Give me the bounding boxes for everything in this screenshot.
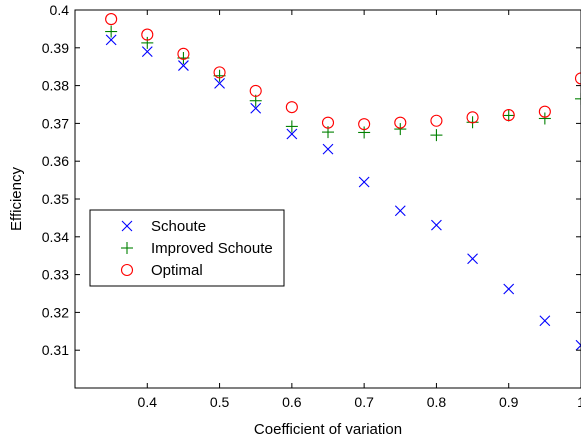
legend-marker (121, 242, 133, 254)
data-point (467, 253, 478, 265)
legend-label: Improved Schoute (151, 240, 273, 257)
series-schoute (105, 34, 581, 351)
x-tick-label: 0.4 (138, 394, 158, 410)
data-point (466, 116, 479, 129)
data-point (214, 77, 225, 89)
data-point (394, 123, 407, 136)
data-point (431, 219, 442, 231)
y-axis-label: Efficiency (8, 167, 25, 231)
data-point (249, 84, 262, 97)
y-tick-label: 0.31 (42, 342, 69, 358)
data-point (250, 102, 262, 114)
y-axis-ticks: 0.31 0.32 0.33 0.34 0.35 0.36 0.37 0.38 0.39 0.4 (42, 2, 581, 358)
data-point (430, 129, 443, 142)
data-point (141, 36, 154, 49)
data-point (321, 116, 335, 129)
data-point (358, 176, 370, 188)
legend: Schoute Improved Schoute Optimal (89, 209, 285, 287)
data-point (575, 339, 581, 351)
y-tick-label: 0.4 (50, 2, 70, 18)
y-tick-label: 0.38 (42, 78, 69, 94)
data-point (177, 47, 190, 60)
y-tick-label: 0.34 (42, 229, 69, 245)
data-point (394, 205, 406, 217)
series-improved-schoute (105, 25, 581, 142)
data-point (539, 315, 551, 327)
data-point (574, 72, 581, 85)
x-tick-label: 0.9 (499, 394, 519, 410)
x-tick-label: 0.8 (427, 394, 447, 410)
data-point (503, 283, 515, 295)
data-point (466, 111, 479, 124)
data-point (141, 28, 154, 41)
data-point (575, 92, 581, 105)
plot-marks (105, 13, 581, 351)
y-tick-label: 0.36 (42, 153, 69, 169)
data-point (105, 25, 118, 38)
y-tick-label: 0.32 (42, 304, 69, 320)
x-axis-label: Coefficient of variation (254, 421, 402, 438)
data-point (105, 13, 118, 26)
legend-marker (121, 220, 133, 232)
y-tick-label: 0.39 (42, 40, 69, 56)
data-point (141, 46, 153, 57)
data-point (394, 116, 407, 129)
data-point (430, 114, 443, 127)
data-point (538, 112, 551, 125)
x-tick-label: 0.5 (210, 394, 230, 410)
data-point (322, 143, 334, 155)
data-point (538, 105, 551, 118)
x-axis-ticks: 0.4 0.5 0.6 0.7 0.8 0.9 1 (138, 10, 581, 410)
data-point (213, 66, 226, 79)
y-tick-label: 0.37 (42, 115, 69, 131)
legend-label: Schoute (151, 218, 206, 235)
data-point (178, 60, 189, 71)
legend-marker (120, 263, 134, 277)
y-tick-label: 0.33 (42, 267, 69, 283)
data-point (358, 126, 371, 139)
x-tick-label: 0.7 (354, 394, 374, 410)
data-point (358, 118, 371, 131)
data-point (286, 128, 298, 140)
series-optimal (105, 13, 581, 131)
data-point (285, 101, 298, 114)
x-tick-label: 1 (577, 394, 581, 410)
y-tick-label: 0.35 (42, 191, 69, 207)
data-point (502, 109, 515, 122)
legend-label: Optimal (151, 262, 203, 279)
x-tick-label: 0.6 (282, 394, 302, 410)
data-point (502, 109, 515, 122)
data-point (285, 120, 298, 133)
data-point (105, 34, 117, 46)
